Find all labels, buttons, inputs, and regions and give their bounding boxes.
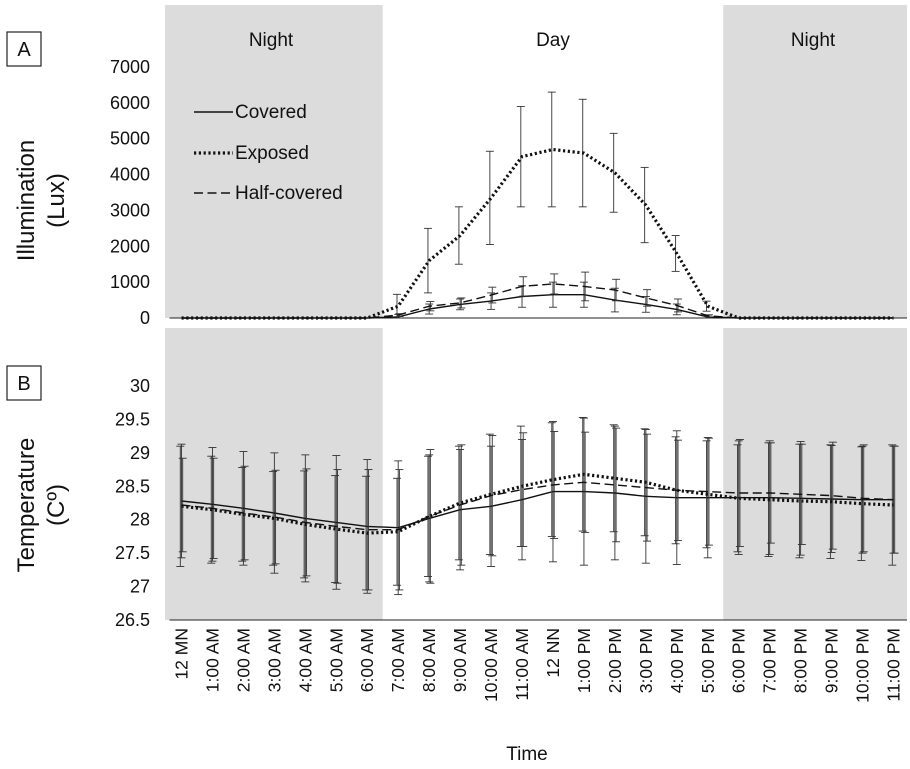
x-tick-label: 11:00 PM — [884, 628, 904, 702]
panel-a-illumination-chart: A 0 1000 2000 3000 4000 5000 6000 7000 Illuminati… — [6, 5, 907, 328]
panel-letter-box — [6, 31, 42, 67]
y-tick-label: 29 — [130, 443, 150, 463]
x-tick-label: 8:00 AM — [419, 628, 439, 692]
x-tick-label: 10:00 AM — [481, 628, 501, 702]
series-line — [181, 283, 894, 319]
x-tick-label: 7:00 AM — [388, 628, 408, 692]
y-tick-label: 29.5 — [115, 409, 150, 429]
y-tick-label: 28 — [130, 510, 150, 530]
panel-b-temperature-chart: B 26.5 27 27.5 28 28.5 29 29.5 30 Temperature (Cº)… — [6, 328, 907, 765]
y-tick-label: 2000 — [110, 236, 150, 256]
panel-letter: A — [17, 39, 31, 61]
x-tick-label: 6:00 AM — [357, 628, 377, 692]
x-tick-label: 7:00 PM — [760, 628, 780, 693]
y-tick-label: 6000 — [110, 93, 150, 113]
series-line — [181, 490, 894, 529]
x-tick-label: 4:00 AM — [295, 628, 315, 692]
y-tick-label: 28.5 — [115, 476, 150, 496]
y-axis-title-line: Temperature — [13, 438, 40, 573]
x-tick-label: 1:00 AM — [202, 628, 222, 692]
series-line — [181, 472, 894, 535]
x-axis-title: Time — [506, 744, 548, 765]
y-axis-title-line: Illumination — [13, 140, 40, 261]
x-tick-label: 2:00 AM — [233, 628, 253, 692]
legend-label-covered: Covered — [235, 102, 307, 123]
x-tick-label: 8:00 PM — [791, 628, 811, 693]
y-tick-label: 27.5 — [115, 543, 150, 563]
legend: Covered Exposed Half-covered — [194, 102, 343, 204]
band-label-night: Night — [249, 30, 294, 51]
y-tick-label: 26.5 — [115, 610, 150, 630]
panel-letter: B — [17, 373, 30, 395]
series-exposed — [181, 91, 894, 320]
x-tick-label: 5:00 PM — [698, 628, 718, 693]
x-tick-label: 9:00 AM — [450, 628, 470, 692]
x-tick-label: 4:00 PM — [667, 628, 687, 693]
y-axis-title-line: (Cº) — [43, 484, 70, 526]
night-shading-right — [723, 328, 907, 620]
x-tick-label: 11:00 AM — [512, 628, 532, 701]
series-line — [181, 481, 894, 531]
x-tick-label: 12 MN — [172, 628, 192, 680]
series-half-covered — [178, 427, 899, 591]
y-tick-label: 4000 — [110, 165, 150, 185]
y-axis-title: Illumination (Lux) — [13, 140, 70, 261]
night-shading-left — [165, 328, 383, 620]
legend-label-exposed: Exposed — [235, 143, 309, 164]
y-tick-label: 1000 — [110, 272, 150, 292]
y-tick-label: 3000 — [110, 200, 150, 220]
y-tick-label: 7000 — [110, 57, 150, 77]
x-tick-label: 10:00 PM — [853, 628, 873, 703]
band-label-day: Day — [536, 30, 570, 51]
y-axis-title-line: (Lux) — [43, 173, 70, 228]
series-half-covered — [181, 271, 894, 319]
legend-label-half-covered: Half-covered — [235, 183, 343, 204]
x-tick-label: 5:00 AM — [326, 628, 346, 692]
series-exposed — [176, 416, 897, 591]
y-tick-label: 0 — [140, 308, 150, 328]
x-tick-label: 12 NN — [543, 628, 563, 678]
x-tick-label: 2:00 PM — [605, 628, 625, 693]
panel-letter-box — [6, 365, 42, 401]
y-tick-label: 5000 — [110, 129, 150, 149]
series-covered — [177, 417, 898, 596]
night-shading-left — [165, 5, 383, 318]
x-tick-label: 9:00 PM — [822, 628, 842, 693]
x-tick-label: 6:00 PM — [729, 628, 749, 693]
y-tick-label: 30 — [130, 376, 150, 396]
y-axis-title: Temperature (Cº) — [13, 438, 70, 573]
x-tick-label: 1:00 PM — [574, 628, 594, 693]
night-shading-right — [723, 5, 907, 318]
y-tick-label: 27 — [130, 577, 150, 597]
x-tick-label: 3:00 PM — [636, 628, 656, 693]
x-tick-label: 3:00 AM — [264, 628, 284, 692]
band-label-night: Night — [791, 30, 836, 51]
